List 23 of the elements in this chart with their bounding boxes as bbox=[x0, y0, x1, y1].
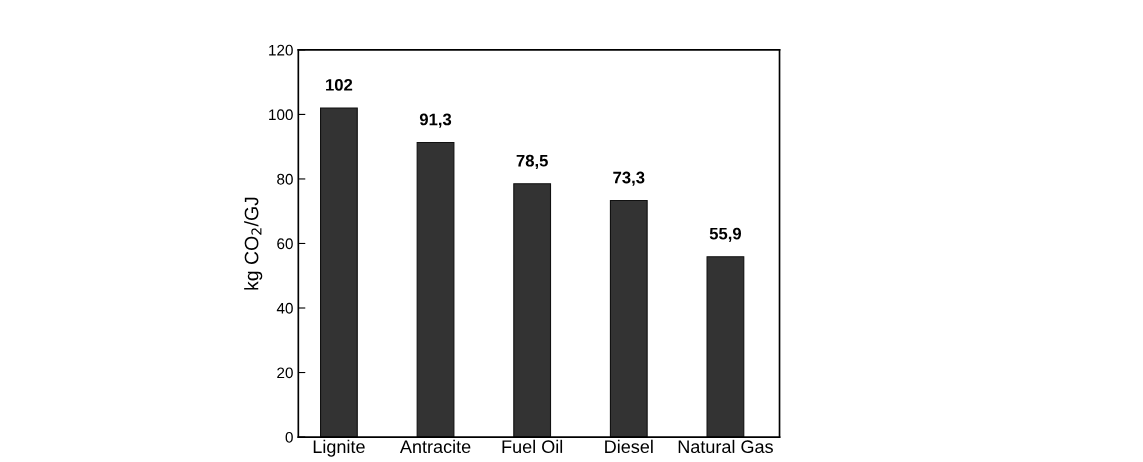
data-label: 78,5 bbox=[516, 154, 548, 170]
x-tick-label: Lignite bbox=[313, 439, 365, 457]
bar bbox=[319, 107, 358, 438]
bar bbox=[706, 256, 745, 438]
y-tick-label: 120 bbox=[269, 44, 293, 56]
bar bbox=[416, 141, 455, 438]
x-tick-label: Antracite bbox=[399, 439, 471, 454]
bar bbox=[609, 200, 648, 438]
y-tick-label: 40 bbox=[276, 302, 293, 314]
x-tick-label: Fuel Oil bbox=[502, 439, 563, 454]
y-tick-label: 0 bbox=[285, 431, 293, 443]
data-label: 102 bbox=[326, 78, 353, 91]
y-axis-title: kg CO$_{2}$/GJ bbox=[244, 197, 263, 290]
y-tick-label: 80 bbox=[277, 173, 293, 185]
x-tick-label: Diesel bbox=[605, 439, 653, 454]
data-label: 91,3 bbox=[419, 113, 452, 128]
x-tick-label: Natural Gas bbox=[678, 439, 773, 454]
y-tick-label: 20 bbox=[277, 367, 293, 379]
bar bbox=[513, 183, 552, 438]
data-label: 55,9 bbox=[709, 227, 742, 242]
y-tick-label: 100 bbox=[269, 109, 293, 121]
data-label: 73,3 bbox=[613, 171, 645, 186]
y-tick-label: 60 bbox=[277, 238, 293, 250]
